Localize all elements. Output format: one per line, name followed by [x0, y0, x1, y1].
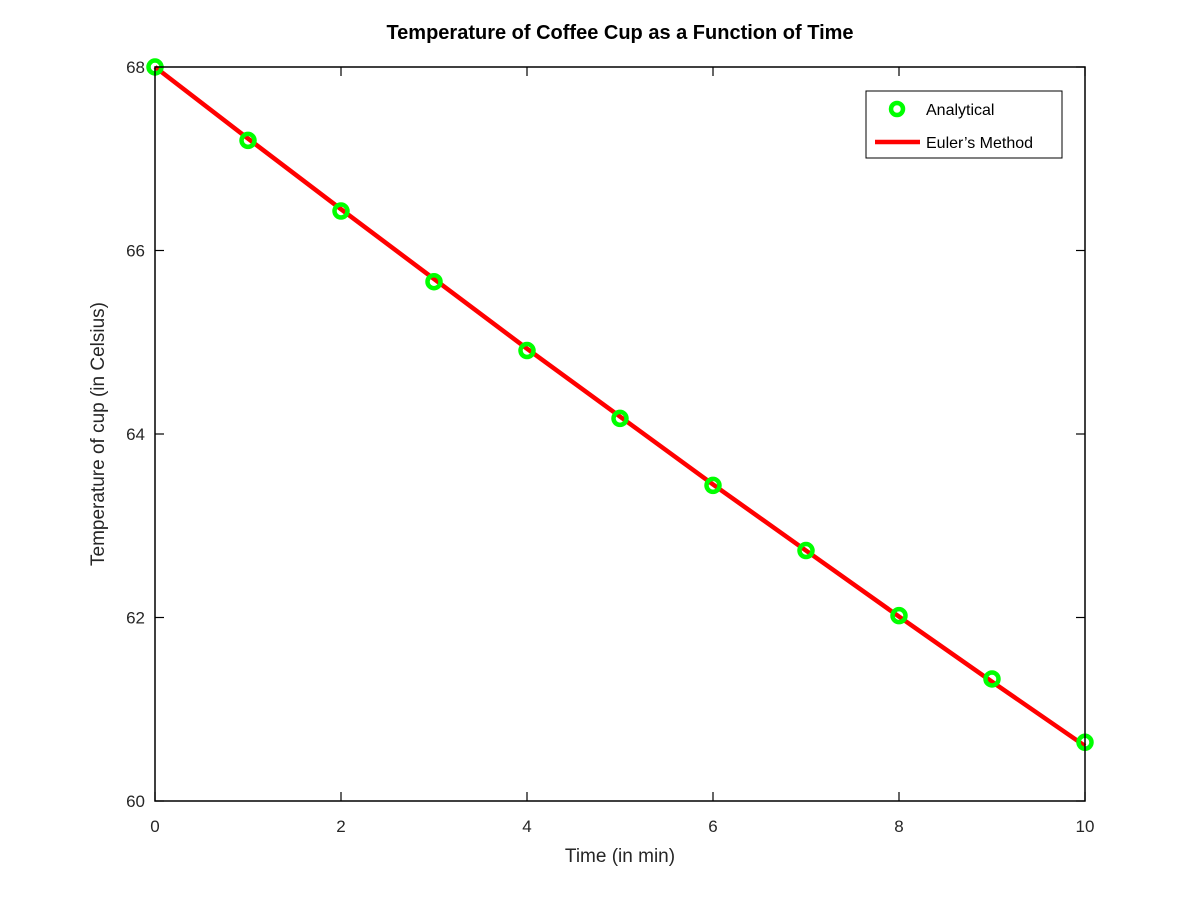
y-tick-label: 66 — [126, 242, 145, 261]
data-point-analytical — [425, 272, 443, 291]
x-tick-label: 2 — [336, 817, 345, 836]
plot-frame — [154, 66, 1086, 802]
y-tick-label: 62 — [126, 609, 145, 628]
data-point-analytical — [704, 476, 722, 495]
data-point-analytical — [239, 131, 257, 150]
y-axis-label: Temperature of cup (in Celsius) — [88, 302, 109, 566]
y-tick-label: 60 — [126, 792, 145, 811]
x-tick-label: 10 — [1076, 817, 1095, 836]
series-line-euler — [153, 65, 1087, 748]
legend: Analytical Euler’s Method — [865, 90, 1063, 159]
data-point-analytical — [332, 202, 350, 220]
plot-area — [155, 67, 1085, 801]
y-tick-label: 68 — [126, 58, 145, 77]
data-point-analytical — [611, 409, 629, 428]
legend-label-euler: Euler’s Method — [926, 135, 1033, 152]
data-point-analytical — [890, 606, 908, 625]
data-point-analytical — [983, 670, 1001, 688]
legend-marker-analytical — [888, 100, 906, 118]
x-tick-label: 8 — [894, 817, 903, 836]
y-tick-label: 64 — [126, 425, 145, 444]
chart-title: Temperature of Coffee Cup as a Function … — [386, 22, 853, 44]
x-axis-label: Time (in min) — [565, 846, 675, 867]
data-point-analytical — [518, 341, 536, 360]
legend-label-analytical: Analytical — [926, 102, 994, 119]
x-tick-label: 6 — [708, 817, 717, 836]
x-tick-label: 4 — [522, 817, 531, 836]
x-tick-label: 0 — [150, 817, 159, 836]
data-point-analytical — [797, 541, 815, 560]
